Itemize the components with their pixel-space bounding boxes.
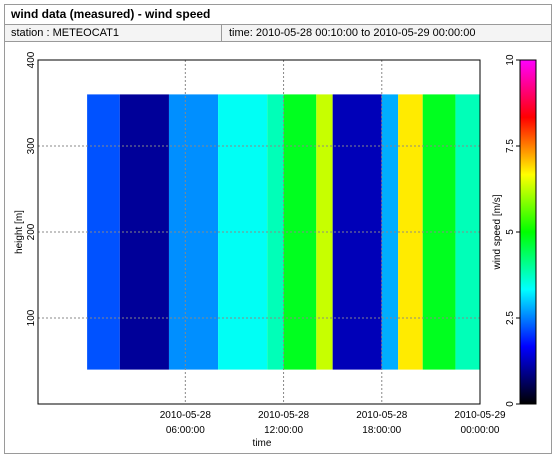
x-tick-sublabel-1: 12:00:00 (264, 425, 303, 436)
x-tick-label-2: 2010-05-28 (356, 410, 408, 421)
colorbar (519, 59, 537, 405)
heatmap-segment-6 (316, 94, 333, 370)
y-tick-label-0: 100 (26, 309, 37, 326)
y-tick-label-3: 400 (26, 51, 37, 68)
heatmap-segment-7 (332, 94, 382, 370)
x-tick-label-0: 2010-05-28 (160, 410, 212, 421)
y-tick-label-2: 300 (26, 137, 37, 154)
x-tick-sublabel-3: 00:00:00 (461, 425, 500, 436)
x-tick-label-3: 2010-05-29 (454, 410, 506, 421)
colorbar-tick-label-2: 5 (505, 229, 516, 235)
plot-border (37, 59, 481, 405)
colorbar-tick-label-0: 0 (505, 401, 516, 407)
station-label: station : METEOCAT1 (11, 27, 119, 39)
chart-title: wind data (measured) - wind speed (11, 7, 211, 21)
heatmap-segment-8 (381, 94, 399, 370)
x-axis-label: time (253, 438, 272, 449)
colorbar-tick-label-4: 10 (505, 54, 516, 66)
colorbar-tick-label-3: 7.5 (505, 139, 516, 153)
y-tick-label-1: 200 (26, 223, 37, 240)
colorbar-label: wind speed [m/s] (492, 194, 503, 270)
x-tick-sublabel-0: 06:00:00 (166, 425, 205, 436)
x-tick-label-1: 2010-05-28 (258, 410, 310, 421)
time-range-label: time: 2010-05-28 00:10:00 to 2010-05-29 … (229, 27, 476, 39)
colorbar-tick-label-1: 2.5 (505, 311, 516, 325)
heatmap-segment-1 (119, 94, 169, 370)
info-bar: station : METEOCAT1 time: 2010-05-28 00:… (5, 24, 551, 42)
heatmap-segment-2 (168, 94, 219, 370)
y-axis-label: height [m] (14, 210, 25, 254)
x-tick-sublabel-2: 18:00:00 (362, 425, 401, 436)
info-separator (221, 25, 222, 41)
